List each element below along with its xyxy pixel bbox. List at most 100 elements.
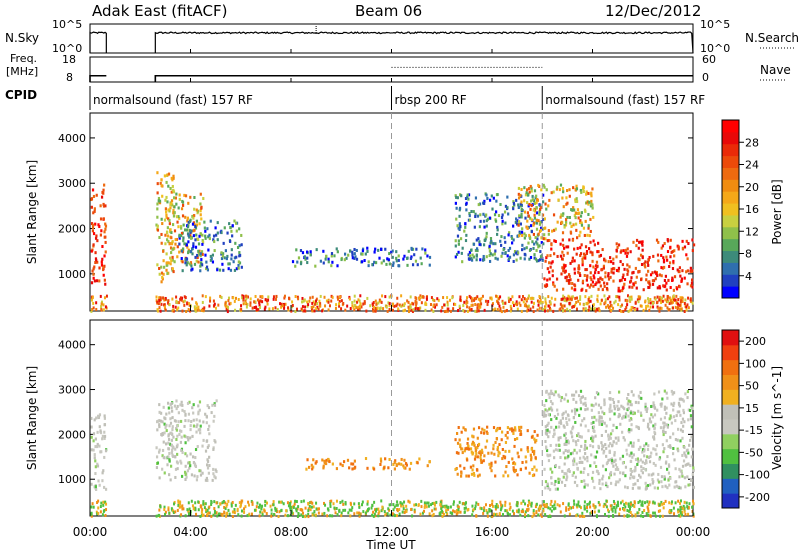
panel3-region2-pixel — [172, 196, 176, 200]
panel3-region7-pixel — [648, 281, 651, 285]
panel3-region4-pixel — [353, 252, 356, 256]
panel4-ground-pixel — [358, 505, 361, 509]
panel4-region4-pixel — [565, 478, 568, 482]
panel4-region4-pixel — [629, 468, 632, 472]
panel3-region6-pixel — [535, 205, 538, 209]
panel3-region5-pixel — [488, 244, 491, 248]
panel4-ground-pixel — [317, 511, 320, 515]
panel4-ground-pixel — [594, 505, 597, 509]
panel3-ground-pixel — [458, 306, 461, 310]
panel3-region7-pixel — [635, 275, 638, 279]
panel3-region7-pixel — [663, 278, 667, 282]
panel4-region3-pixel — [476, 436, 479, 440]
panel3-region2-pixel — [176, 255, 179, 259]
panel3-region3-pixel — [189, 250, 193, 254]
panel4-region4-pixel — [672, 404, 675, 408]
panel3-region3-pixel — [192, 234, 195, 238]
panel3-ground-pixel — [259, 295, 262, 299]
panel3-region7-pixel — [638, 240, 641, 244]
panel4-ground-pixel — [97, 499, 100, 503]
panel4-ground-pixel — [231, 500, 234, 504]
panel3-region4-pixel — [304, 257, 307, 261]
panel4-region4-pixel — [672, 408, 675, 412]
panel4-ground-pixel — [549, 502, 552, 506]
panel3-region6-pixel — [591, 187, 594, 191]
panel4-ground-pixel — [602, 504, 605, 508]
panel3-ground-pixel — [575, 296, 578, 300]
panel3-region1-pixel — [170, 199, 174, 203]
nsky-tick-bottom-right: 10^0 — [700, 42, 730, 55]
panel3-region5-pixel — [465, 208, 468, 212]
panel3-ground-pixel — [336, 295, 339, 299]
panel4-region3-pixel — [487, 451, 490, 455]
panel4-region4-pixel — [580, 444, 583, 448]
panel3-region7-pixel — [546, 278, 549, 282]
panel3-ground-pixel — [680, 297, 683, 301]
panel4-ground-pixel — [597, 509, 600, 513]
panel3-region7-pixel — [602, 266, 605, 270]
panel3-ground-pixel — [639, 304, 642, 308]
panel3-region6-pixel — [520, 187, 523, 191]
panel3-ground-pixel — [414, 300, 417, 304]
panel4-ground-pixel — [589, 511, 592, 515]
panel3-region3-pixel — [188, 235, 191, 239]
panel3-region3-pixel — [216, 221, 219, 225]
panel3-ground-pixel — [158, 306, 161, 310]
panel3-ground-pixel — [255, 305, 258, 309]
panel3-region7-pixel — [657, 259, 660, 263]
panel3-ground-pixel — [587, 297, 590, 301]
panel4-region4-pixel — [609, 403, 612, 407]
panel3-region6-pixel — [553, 228, 556, 232]
panel4-region3-pixel — [460, 447, 463, 451]
panel3-region6-pixel — [551, 229, 554, 233]
panel3-ground-pixel — [676, 306, 679, 310]
panel4-region4-pixel — [616, 404, 619, 408]
panel3-region7-pixel — [670, 250, 673, 254]
nave-tick-top: 60 — [702, 53, 716, 66]
colorbar4-tick-label-6: -100 — [745, 469, 770, 482]
panel4-ground-pixel — [506, 511, 509, 515]
panel3-region4-pixel — [409, 256, 413, 260]
panel3-ground-pixel — [470, 303, 473, 307]
panel4-region4-pixel — [574, 410, 577, 414]
panel4-ground-pixel — [202, 500, 205, 504]
panel4-region4-pixel — [596, 469, 599, 473]
panel3-ground-pixel — [388, 307, 391, 311]
panel3-region2-pixel — [165, 252, 168, 256]
panel4-region4-pixel — [609, 442, 612, 446]
panel4-region0-pixel — [99, 431, 103, 435]
panel4-ground-pixel — [411, 514, 414, 518]
panel4-region1-pixel — [167, 455, 170, 459]
panel4-ground-pixel — [233, 511, 236, 515]
panel4-region4-pixel — [642, 466, 645, 470]
panel4-region4-pixel — [600, 422, 604, 426]
panel3-ground-pixel — [304, 305, 307, 309]
panel3-ground-pixel — [281, 304, 284, 308]
panel3-region7-pixel — [661, 244, 665, 248]
panel4-ground-pixel — [532, 511, 535, 515]
panel3-ground-pixel — [572, 304, 575, 308]
panel4-region1-pixel — [212, 447, 215, 451]
panel4-ground-pixel — [526, 504, 529, 508]
panel4-ground-pixel — [679, 505, 682, 509]
panel4-region4-pixel — [575, 434, 579, 438]
panel3-ground-pixel — [656, 295, 659, 299]
panel3-ground-pixel — [181, 309, 184, 313]
panel3-region6-pixel — [517, 220, 521, 224]
panel4-region4-pixel — [631, 455, 634, 459]
panel3-region0-pixel — [94, 257, 98, 261]
panel3-ground-pixel — [160, 302, 163, 306]
panel3-region5-pixel — [477, 237, 480, 241]
panel4-ground-pixel — [396, 500, 399, 504]
panel3-region2-pixel — [174, 242, 177, 246]
panel4-region1-pixel — [180, 461, 183, 465]
panel3-region6-pixel — [572, 186, 575, 190]
panel3-region3-pixel — [205, 260, 208, 264]
panel4-region3-pixel — [471, 440, 475, 444]
panel3-ground-pixel — [658, 298, 661, 302]
panel4-region1-pixel — [189, 428, 192, 432]
panel4-ground-pixel — [614, 510, 617, 514]
panel4-region2-pixel — [354, 465, 357, 469]
panel4-region2-pixel — [403, 458, 406, 462]
panel3-region5-pixel — [506, 195, 509, 199]
